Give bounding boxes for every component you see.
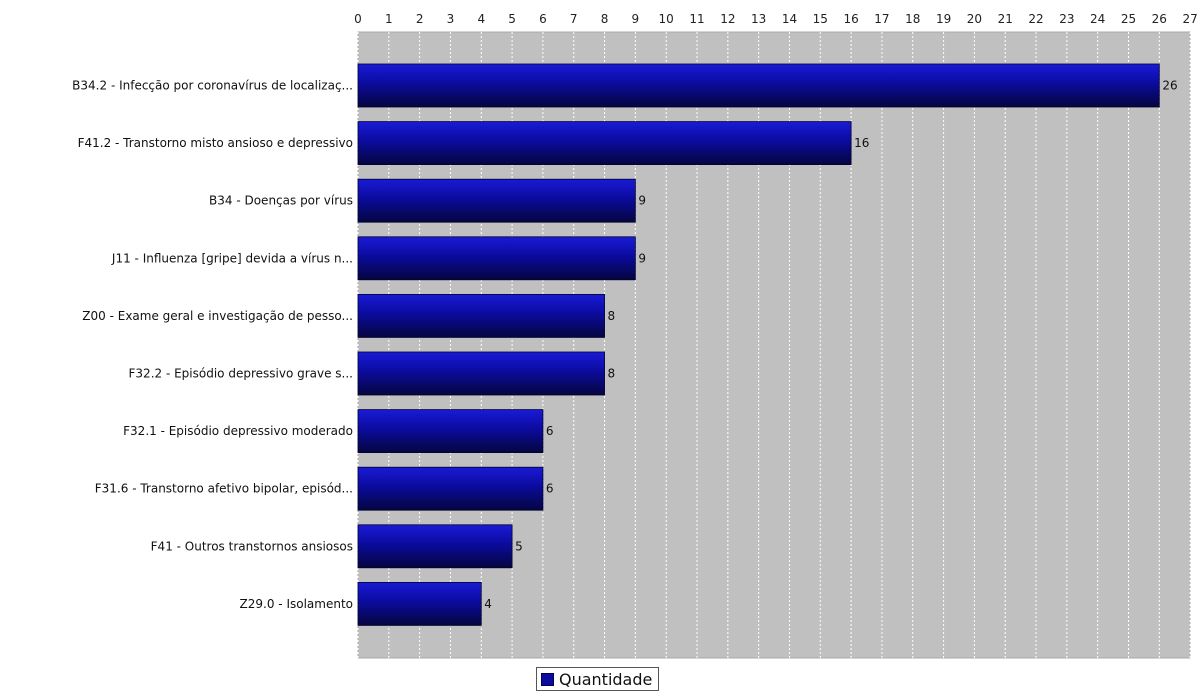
category-label: F41.2 - Transtorno misto ansioso e depre… — [78, 136, 353, 150]
bar — [357, 582, 482, 626]
x-tick-label: 20 — [967, 12, 982, 26]
bar — [357, 178, 636, 223]
x-tick-label: 3 — [447, 12, 455, 26]
x-tick-label: 15 — [813, 12, 828, 26]
x-tick-label: 8 — [601, 12, 609, 26]
legend-label: Quantidade — [559, 669, 653, 689]
x-tick-label: 16 — [843, 12, 858, 26]
x-tick-label: 7 — [570, 12, 578, 26]
x-tick-label: 19 — [936, 12, 951, 26]
x-tick-label: 9 — [632, 12, 640, 26]
x-tick-label: 5 — [508, 12, 516, 26]
bar-value-label: 8 — [608, 367, 616, 381]
category-label: F31.6 - Transtorno afetivo bipolar, epis… — [95, 482, 353, 496]
x-tick-label: 21 — [998, 12, 1013, 26]
x-tick-label: 10 — [659, 12, 674, 26]
bar — [357, 466, 544, 511]
bar-value-label: 9 — [638, 251, 646, 265]
x-tick-label: 12 — [720, 12, 735, 26]
bar-value-label: 4 — [484, 597, 492, 611]
x-tick-label: 17 — [874, 12, 889, 26]
bar — [357, 121, 852, 165]
bar-value-label: 6 — [546, 424, 554, 438]
bar-value-label: 16 — [854, 136, 869, 150]
x-tick-label: 24 — [1090, 12, 1105, 26]
bar — [357, 409, 544, 454]
bar — [357, 351, 605, 396]
category-label: F32.1 - Episódio depressivo moderado — [123, 424, 353, 438]
category-label: Z00 - Exame geral e investigação de pess… — [82, 309, 353, 323]
category-label: F32.2 - Episódio depressivo grave s... — [129, 367, 353, 381]
x-tick-label: 0 — [354, 12, 362, 26]
bar-value-label: 6 — [546, 482, 554, 496]
x-tick-label: 4 — [477, 12, 485, 26]
category-label: F41 - Outros transtornos ansiosos — [151, 539, 353, 553]
bar — [357, 293, 605, 338]
x-tick-label: 1 — [385, 12, 393, 26]
x-tick-label: 13 — [751, 12, 766, 26]
bar-value-label: 26 — [1162, 79, 1177, 93]
x-tick-label: 2 — [416, 12, 424, 26]
category-label: J11 - Influenza [gripe] devida a vírus n… — [111, 251, 353, 265]
x-tick-label: 23 — [1059, 12, 1074, 26]
x-tick-label: 22 — [1028, 12, 1043, 26]
x-tick-label: 18 — [905, 12, 920, 26]
x-tick-label: 14 — [782, 12, 797, 26]
legend: Quantidade — [536, 667, 660, 691]
bar-value-label: 8 — [608, 309, 616, 323]
x-tick-label: 25 — [1121, 12, 1136, 26]
x-tick-label: 6 — [539, 12, 547, 26]
category-label: Z29.0 - Isolamento — [240, 597, 353, 611]
bar — [357, 524, 513, 569]
category-label: B34 - Doenças por vírus — [209, 194, 353, 208]
bar — [357, 63, 1160, 108]
x-tick-label: 27 — [1182, 12, 1197, 26]
legend-swatch — [541, 672, 554, 686]
category-label: B34.2 - Infecção por coronavírus de loca… — [72, 79, 353, 93]
x-tick-label: 11 — [689, 12, 704, 26]
bar — [357, 236, 636, 281]
bar-value-label: 9 — [638, 194, 646, 208]
x-tick-label: 26 — [1152, 12, 1167, 26]
bar-value-label: 5 — [515, 539, 523, 553]
